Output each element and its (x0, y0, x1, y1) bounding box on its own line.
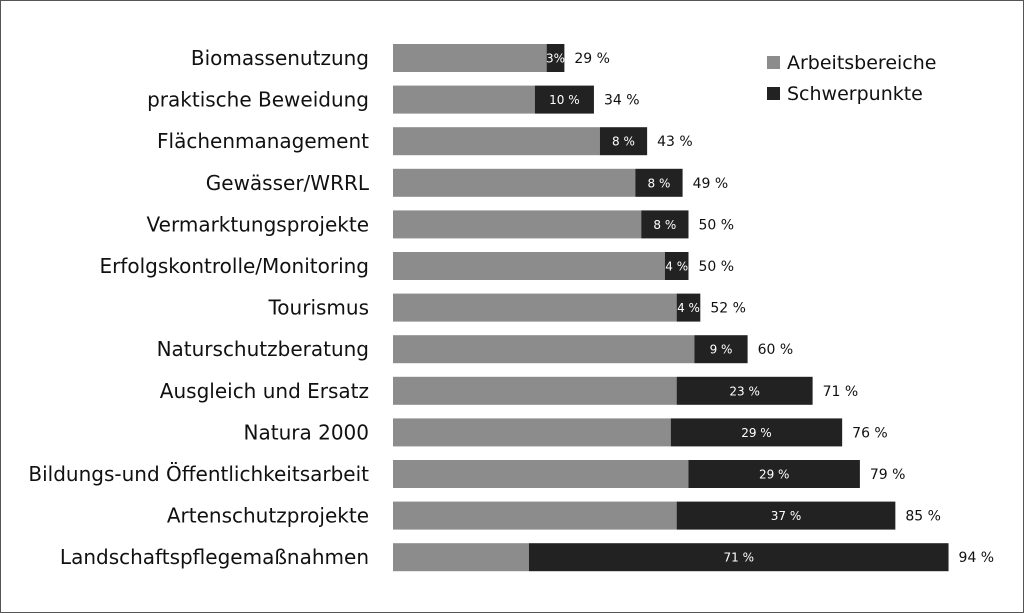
bar-schwerpunkte (641, 210, 689, 239)
bar-arbeitsbereiche (393, 543, 529, 572)
category-label: Tourismus (267, 296, 369, 320)
legend-swatch (767, 87, 780, 100)
bar-arbeitsbereiche (393, 376, 677, 405)
total-value-label: 76 % (852, 425, 888, 441)
bar-arbeitsbereiche (393, 460, 689, 488)
bar-arbeitsbereiche (393, 335, 695, 364)
schwerpunkte-value-label: 29 % (759, 468, 790, 482)
legend-swatch (767, 56, 780, 69)
bar-arbeitsbereiche (393, 418, 671, 447)
bars-group: Biomassenutzung 3% 29 % praktische Beweidun… (28, 44, 995, 572)
legend-label: Arbeitsbereiche (787, 52, 936, 74)
category-label: Naturschutzberatung (157, 337, 369, 361)
total-value-label: 94 % (959, 550, 995, 566)
bar-schwerpunkte (599, 127, 648, 156)
category-label: Artenschutzprojekte (167, 504, 369, 528)
total-value-label: 50 % (699, 259, 735, 275)
bar-schwerpunkte (670, 418, 843, 447)
category-label: Natura 2000 (244, 420, 369, 444)
category-label: praktische Beweidung (147, 88, 369, 112)
category-label: Flächenmanagement (157, 129, 369, 153)
bar-arbeitsbereiche (393, 168, 636, 197)
category-label: Ausgleich und Ersatz (160, 379, 369, 403)
category-label: Vermarktungsprojekte (147, 212, 369, 236)
category-label: Landschaftspflegemaßnahmen (60, 545, 369, 569)
bar-schwerpunkte (635, 168, 683, 197)
category-label: Erfolgskontrolle/Monitoring (99, 254, 369, 278)
schwerpunkte-value-label: 8 % (612, 135, 635, 149)
schwerpunkte-value-label: 3% (546, 52, 565, 66)
total-value-label: 43 % (657, 134, 693, 150)
total-value-label: 29 % (574, 51, 610, 67)
schwerpunkte-value-label: 71 % (723, 551, 754, 565)
schwerpunkte-value-label: 8 % (653, 218, 676, 232)
bar-schwerpunkte (528, 543, 949, 572)
schwerpunkte-value-label: 10 % (549, 93, 580, 107)
schwerpunkte-value-label: 37 % (771, 509, 802, 523)
bar-arbeitsbereiche (393, 252, 665, 280)
category-label: Gewässer/WRRL (206, 171, 370, 195)
schwerpunkte-value-label: 8 % (648, 176, 671, 190)
category-label: Biomassenutzung (191, 46, 369, 70)
bar-schwerpunkte (694, 335, 748, 364)
bar-arbeitsbereiche (393, 210, 642, 239)
legend: Arbeitsbereiche Schwerpunkte (767, 52, 936, 105)
total-value-label: 52 % (710, 301, 746, 317)
bar-arbeitsbereiche (393, 293, 677, 322)
total-value-label: 50 % (699, 217, 735, 233)
total-value-label: 60 % (758, 342, 794, 358)
schwerpunkte-value-label: 4 % (665, 260, 688, 274)
bar-arbeitsbereiche (393, 44, 547, 72)
bar-schwerpunkte (676, 501, 896, 530)
legend-label: Schwerpunkte (787, 83, 923, 105)
schwerpunkte-value-label: 29 % (741, 426, 772, 440)
bar-arbeitsbereiche (393, 85, 535, 114)
schwerpunkte-value-label: 9 % (710, 343, 733, 357)
bar-schwerpunkte (676, 376, 813, 405)
bar-arbeitsbereiche (393, 127, 600, 156)
total-value-label: 34 % (604, 93, 640, 109)
total-value-label: 85 % (905, 509, 941, 525)
total-value-label: 49 % (693, 176, 729, 192)
total-value-label: 79 % (870, 467, 906, 483)
bar-schwerpunkte (534, 85, 594, 114)
bar-schwerpunkte (546, 44, 565, 72)
bar-schwerpunkte (688, 460, 860, 488)
schwerpunkte-value-label: 4 % (677, 301, 700, 315)
bar-arbeitsbereiche (393, 501, 677, 530)
bar-schwerpunkte (664, 252, 689, 280)
bar-schwerpunkte (676, 293, 701, 322)
schwerpunkte-value-label: 23 % (729, 384, 760, 398)
category-label: Bildungs-und Öffentlichkeitsarbeit (28, 462, 369, 486)
total-value-label: 71 % (823, 384, 859, 400)
